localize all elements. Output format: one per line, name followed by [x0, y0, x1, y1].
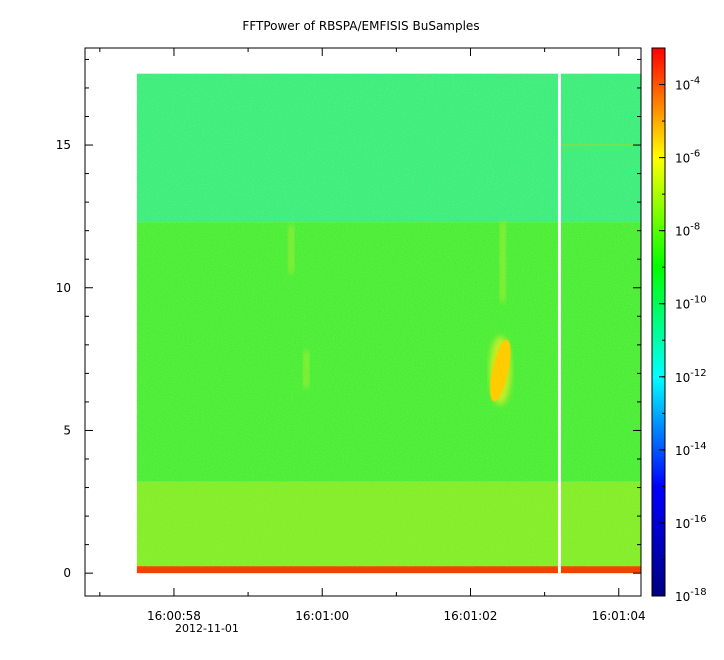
colorbar-tick-label: 10-18: [675, 587, 707, 604]
plot-area: [85, 48, 641, 596]
plot-frame: [84, 47, 642, 597]
plot-axes: 0 5 10 15 16:00:58 16:01:00 16:01:02 16:01:04: [56, 47, 646, 623]
y-tick-label: 5: [63, 423, 71, 437]
colorbar-tick-label: 10-14: [675, 441, 707, 458]
colorbar-tick-label: 10-8: [675, 222, 700, 239]
x-tick-label: 16:01:04: [592, 609, 646, 623]
spectrogram-feature-0: [490, 339, 511, 402]
y-tick-label: 0: [63, 566, 71, 580]
x-date-label: 2012-11-01: [175, 622, 239, 635]
x-tick-label: 16:01:02: [444, 609, 498, 623]
y-tick-label: 10: [56, 281, 71, 295]
colorbar-tick-label: 10-12: [675, 368, 707, 385]
colorbar-gradient: [652, 48, 665, 596]
y-tick-label: 15: [56, 138, 71, 152]
x-tick-label: 16:01:00: [295, 609, 349, 623]
colorbar-tick-label: 10-16: [675, 514, 707, 531]
spectrogram-streak: [303, 350, 310, 388]
spectrogram-streak: [288, 224, 295, 274]
colorbar-tick-label: 10-6: [675, 149, 700, 166]
spectrogram-data: [136, 73, 641, 574]
colorbar-tick-label: 10-4: [675, 76, 700, 93]
chart-title: FFTPower of RBSPA/EMFISIS BuSamples: [242, 19, 479, 33]
data-gap: [557, 73, 561, 574]
x-tick-label: 16:00:58: [147, 609, 201, 623]
colorbar-tick-label: 10-10: [675, 295, 707, 312]
colorbar: 10-18 10-16 10-14 10-12 10-10 10-8 10-6 10-4: [651, 47, 707, 604]
spectrogram-band-3: [136, 566, 641, 574]
spectrogram-texture: [136, 73, 641, 568]
colorbar-frame: [651, 47, 666, 597]
spectrogram-streak: [499, 222, 506, 303]
